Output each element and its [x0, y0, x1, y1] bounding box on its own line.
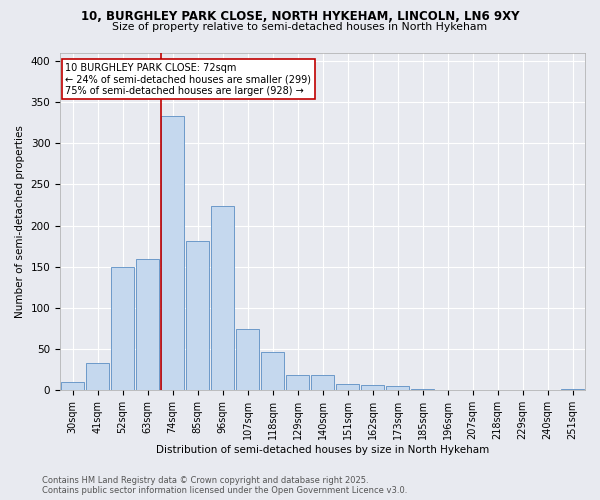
Text: Size of property relative to semi-detached houses in North Hykeham: Size of property relative to semi-detach…: [112, 22, 488, 32]
Bar: [261, 352, 284, 391]
Bar: [86, 363, 109, 390]
Text: 10, BURGHLEY PARK CLOSE, NORTH HYKEHAM, LINCOLN, LN6 9XY: 10, BURGHLEY PARK CLOSE, NORTH HYKEHAM, …: [81, 10, 519, 23]
Bar: [136, 258, 159, 390]
Bar: [61, 382, 84, 390]
Bar: [311, 374, 334, 390]
Bar: [286, 374, 309, 390]
Bar: [336, 384, 359, 390]
Bar: [386, 386, 409, 390]
Text: 10 BURGHLEY PARK CLOSE: 72sqm
← 24% of semi-detached houses are smaller (299)
75: 10 BURGHLEY PARK CLOSE: 72sqm ← 24% of s…: [65, 62, 311, 96]
Bar: [211, 206, 234, 390]
Bar: [361, 386, 384, 390]
Bar: [111, 266, 134, 390]
Text: Contains HM Land Registry data © Crown copyright and database right 2025.
Contai: Contains HM Land Registry data © Crown c…: [42, 476, 407, 495]
Bar: [161, 116, 184, 390]
Bar: [186, 241, 209, 390]
X-axis label: Distribution of semi-detached houses by size in North Hykeham: Distribution of semi-detached houses by …: [156, 445, 489, 455]
Bar: [411, 388, 434, 390]
Bar: [236, 328, 259, 390]
Y-axis label: Number of semi-detached properties: Number of semi-detached properties: [15, 125, 25, 318]
Bar: [561, 388, 584, 390]
